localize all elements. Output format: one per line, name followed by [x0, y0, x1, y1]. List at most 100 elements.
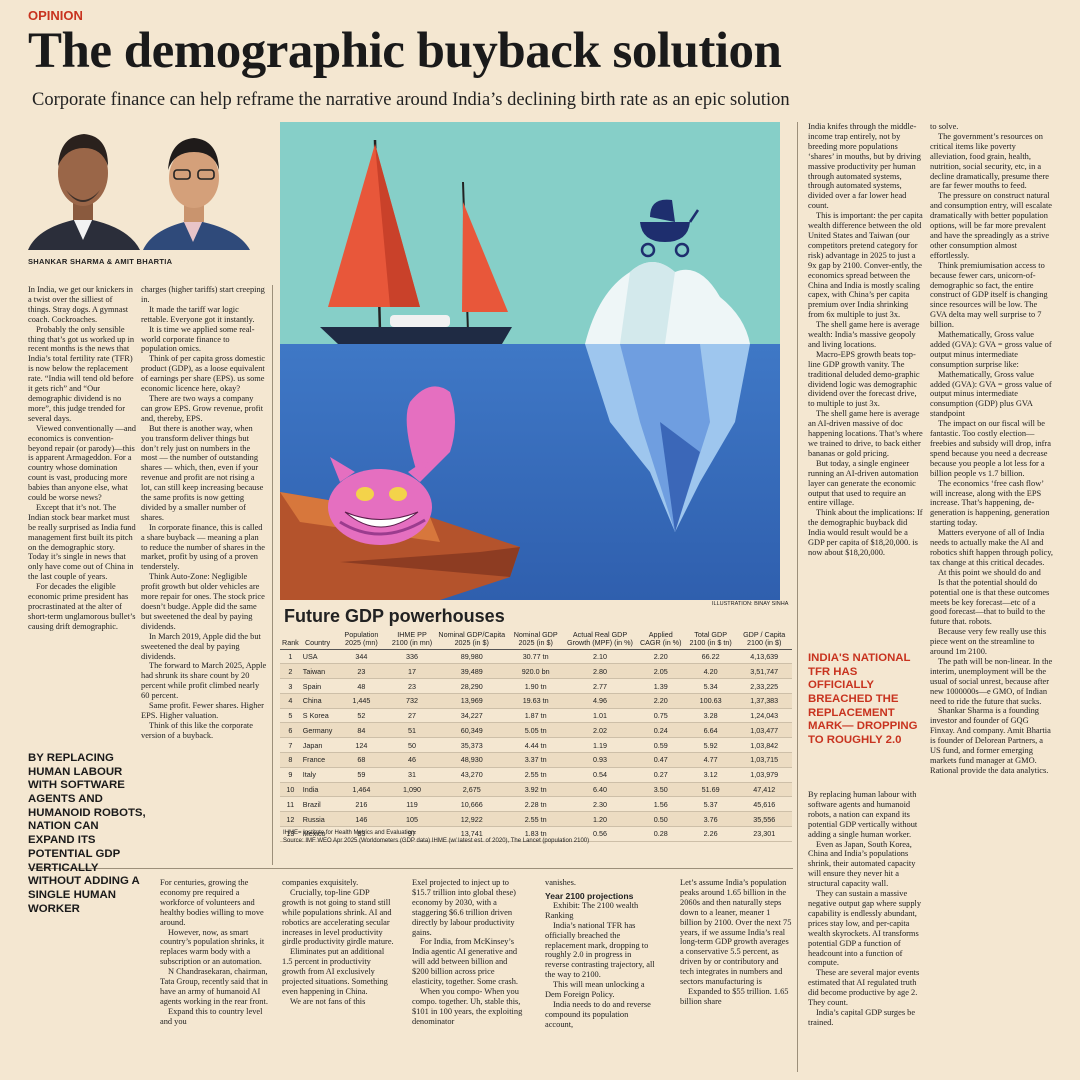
table-cell: 2,675 [435, 782, 508, 798]
table-cell: 10 [280, 782, 301, 798]
table-row: 1 USA 344 336 89,980 30.77 tn 2.10 2.20 66.22 4,1… [280, 649, 792, 665]
table-cell: 124 [334, 737, 389, 754]
table-cell: 0.75 [636, 708, 685, 724]
table-cell: 6 [280, 722, 301, 739]
text-column: India knifes through the middle-income t… [808, 122, 924, 602]
table-cell: 2,33,225 [736, 678, 792, 694]
paragraph: For India, from McKinsey’s India agentic… [412, 937, 518, 987]
table-cell: 1.39 [636, 678, 685, 694]
table-cell: 5.37 [684, 796, 737, 813]
table-cell: 51.69 [684, 782, 737, 798]
table-cell: 3,51,747 [736, 663, 792, 680]
paragraph: Matters everyone of all of India needs t… [930, 528, 1053, 567]
table-cell: 83 [334, 826, 389, 842]
text-column: to solve. The government’s resources on c… [930, 122, 1054, 1072]
paragraph: These are several major events estimated… [808, 968, 920, 1008]
table-cell: 3.76 [684, 811, 737, 827]
table-cell: Russia [300, 811, 335, 827]
paragraph: charges (higher tariffs) start creeping … [141, 285, 265, 304]
text-column: vanishes. Year 2100 projections Exhibit: T… [545, 878, 657, 1070]
paragraph: In March 2019, Apple did the but sweeten… [141, 631, 261, 661]
paragraph: This will mean unlocking a Dem Foreign P… [545, 980, 645, 1000]
table-cell: 1 [280, 649, 301, 665]
table-cell: 6.40 [563, 782, 637, 798]
text-column: For centuries, growing the economy pre r… [160, 878, 270, 1070]
paragraph: The path will be non-linear. In the inte… [930, 656, 1053, 706]
author-photo [143, 138, 250, 250]
table-cell: 732 [388, 693, 436, 709]
text-column: In India, we get our knickers in a twist… [28, 285, 136, 737]
table-cell: 2.20 [636, 649, 685, 665]
table-cell: 2.55 tn [507, 811, 564, 827]
table-cell: 0.93 [563, 752, 637, 768]
paragraph: Expand this to country level and you [160, 1006, 263, 1026]
paragraph: India knifes through the middle-income t… [808, 122, 921, 211]
table-cell: 84 [334, 722, 389, 739]
table-cell: 146 [334, 811, 389, 827]
table-cell: 1,03,477 [736, 722, 792, 739]
paragraph: The impact on our fiscal will be fantast… [930, 419, 1051, 478]
paragraph: Crucially, top-line GDP growth is not go… [282, 887, 394, 947]
table-cell: 1,37,383 [736, 693, 792, 709]
paragraph: The pressure on construct natural and co… [930, 191, 1053, 260]
table-cell: 2.02 [563, 722, 637, 739]
sailboat [320, 139, 512, 344]
headline: The demographic buyback solution [28, 23, 782, 79]
table-cell: 100.63 [684, 693, 737, 709]
table-cell: 4 [280, 693, 301, 709]
text-column: Exel projected to inject up to $15.7 tri… [412, 878, 524, 1070]
paragraph: India needs to do and reverse compound i… [545, 999, 651, 1029]
paragraph: Think about the implications: If the dem… [808, 508, 923, 557]
table-cell: 216 [334, 796, 389, 813]
byline: SHANKAR SHARMA & AMIT BHARTIA [28, 257, 173, 266]
subhead: Year 2100 projections [545, 890, 634, 901]
paragraph: The economics ‘free cash flow’ will incr… [930, 478, 1050, 528]
paragraph: For centuries, growing the economy pre r… [160, 878, 264, 927]
table-cell: 1.20 [563, 811, 637, 827]
table-cell: 0.54 [563, 767, 637, 783]
illustration-credit: ILLUSTRATION: BINAY SINHA [712, 601, 789, 607]
table-cell: 8 [280, 752, 301, 768]
data-table: Rank Country Population 2025 (mn) IHME PP 2… [280, 630, 792, 842]
paragraph: The shell game here is average wealth: I… [808, 320, 920, 349]
table-cell: 34,227 [435, 708, 508, 724]
table-cell: 1,03,979 [736, 767, 792, 783]
paragraph: The forward to March 2025, Apple had shr… [141, 661, 267, 701]
table-cell: 31 [388, 767, 436, 783]
table-cell: 39,489 [435, 663, 508, 680]
table-cell: 2.26 [684, 826, 737, 842]
table-cell: 5.05 tn [507, 722, 564, 739]
table-cell: India [300, 782, 335, 798]
table-cell: 5.92 [684, 737, 737, 754]
table-cell: 19.63 tn [507, 693, 564, 709]
table-cell: 0.59 [636, 737, 685, 754]
column-header: Nominal GDP/Capita 2025 (in $) [435, 630, 508, 650]
table-cell: 1.19 [563, 737, 637, 754]
table-cell: 0.56 [563, 826, 637, 842]
table-cell: 1.56 [636, 796, 685, 813]
table-cell: 3 [280, 678, 301, 694]
table-row: 3 Spain 48 23 28,290 1.90 tn 2.77 1.39 5.34 2,33,… [280, 678, 792, 694]
paragraph: When you compo- When you compo. together… [412, 986, 523, 1026]
table-cell: 105 [388, 811, 436, 827]
paragraph: Exel projected to inject up to $15.7 tri… [412, 878, 516, 937]
author-photos [28, 118, 266, 250]
paragraph: Shankar Sharma is a founding investor an… [930, 706, 1051, 775]
table-cell: S Korea [300, 708, 335, 724]
column-header: GDP / Capita 2100 (in $) [736, 630, 792, 650]
table-cell: 1,24,043 [736, 708, 792, 724]
paragraph: vanishes. [545, 878, 576, 887]
pull-quote: INDIA'S NATIONAL TFR HAS OFFICIALLY BREA… [808, 652, 918, 747]
table-cell: 11 [280, 796, 301, 813]
table-cell: 2.77 [563, 678, 637, 694]
table-cell: 3.50 [636, 782, 685, 798]
table-cell: USA [300, 649, 335, 665]
author-photo [28, 134, 140, 250]
cat [328, 386, 455, 545]
paragraph: Let’s assume India’s population peaks ar… [680, 878, 792, 987]
section-label: OPINION [28, 8, 83, 23]
table-row: 6 Germany 84 51 60,349 5.05 tn 2.02 0.24 6.64 1,0… [280, 722, 792, 739]
paragraph: For decades the eligible economic prime … [28, 582, 136, 631]
table-cell: 17 [388, 663, 436, 680]
table-cell: 5.34 [684, 678, 737, 694]
